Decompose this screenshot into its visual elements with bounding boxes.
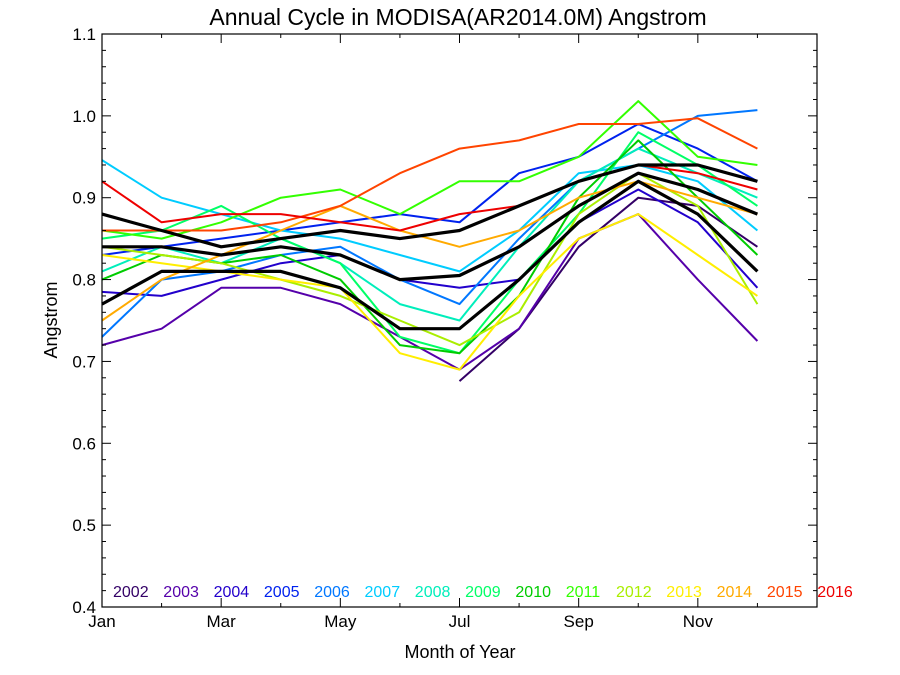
x-tick-label: Nov <box>683 612 714 631</box>
series-line-2011 <box>101 100 758 240</box>
x-tick-label: Jul <box>449 612 471 631</box>
y-tick-label: 0.8 <box>72 271 96 290</box>
summary-line-2 <box>102 171 759 282</box>
series-line-2007 <box>101 159 759 273</box>
x-tick-label: Jan <box>88 612 115 631</box>
y-tick-label: 0.9 <box>72 189 96 208</box>
series-line-2004 <box>101 188 759 297</box>
series-line-2010 <box>101 139 759 355</box>
summary-line-1 <box>101 163 758 249</box>
y-axis-label: Angstrom <box>41 281 61 358</box>
series-line-2014 <box>101 180 758 322</box>
legend-label-2007: 2007 <box>365 584 401 601</box>
legend-label-2002: 2002 <box>113 584 149 601</box>
legend-label-2016: 2016 <box>817 584 853 601</box>
legend-label-2006: 2006 <box>314 584 350 601</box>
legend-label-2005: 2005 <box>264 584 300 601</box>
legend-label-2004: 2004 <box>214 584 250 601</box>
series-line-2003 <box>101 213 759 371</box>
legend-label-2008: 2008 <box>415 584 451 601</box>
summary-line-3 <box>101 179 759 331</box>
legend-label-2011: 2011 <box>566 584 601 601</box>
legend: 2002 2003 2004 2005 2006 2007 2008 2009 2010 2011… <box>113 584 853 601</box>
y-tick-label: 0.7 <box>72 352 96 371</box>
legend-label-2014: 2014 <box>717 584 753 601</box>
series-line-2015 <box>102 117 758 232</box>
y-tick-label: 0.5 <box>72 516 96 535</box>
y-tick-label: 0.4 <box>72 598 96 617</box>
y-tick-label: 1.1 <box>72 25 96 44</box>
x-axis-label: Month of Year <box>404 642 515 662</box>
series-line-2002 <box>458 196 758 382</box>
legend-label-2013: 2013 <box>666 584 702 601</box>
series-line-2009 <box>101 131 758 355</box>
series-line-2008 <box>101 147 758 322</box>
series-line-2005 <box>101 123 758 256</box>
legend-label-2003: 2003 <box>163 584 199 601</box>
legend-label-2009: 2009 <box>465 584 501 601</box>
plot-lines <box>101 100 759 382</box>
x-tick-label: May <box>324 612 357 631</box>
axes: 0.4 0.5 0.6 0.7 0.8 0.9 1.0 1.1 Jan Mar May Jul Sep N… <box>72 25 818 631</box>
chart-title: Annual Cycle in MODISA(AR2014.0M) Angstr… <box>209 4 706 30</box>
legend-label-2010: 2010 <box>515 584 551 601</box>
x-tick-label: Sep <box>564 612 594 631</box>
y-tick-label: 0.6 <box>72 434 96 453</box>
legend-label-2012: 2012 <box>616 584 652 601</box>
series-line-2012 <box>101 172 759 347</box>
y-tick-label: 1.0 <box>72 107 96 126</box>
legend-label-2015: 2015 <box>767 584 803 601</box>
x-tick-label: Mar <box>207 612 237 631</box>
